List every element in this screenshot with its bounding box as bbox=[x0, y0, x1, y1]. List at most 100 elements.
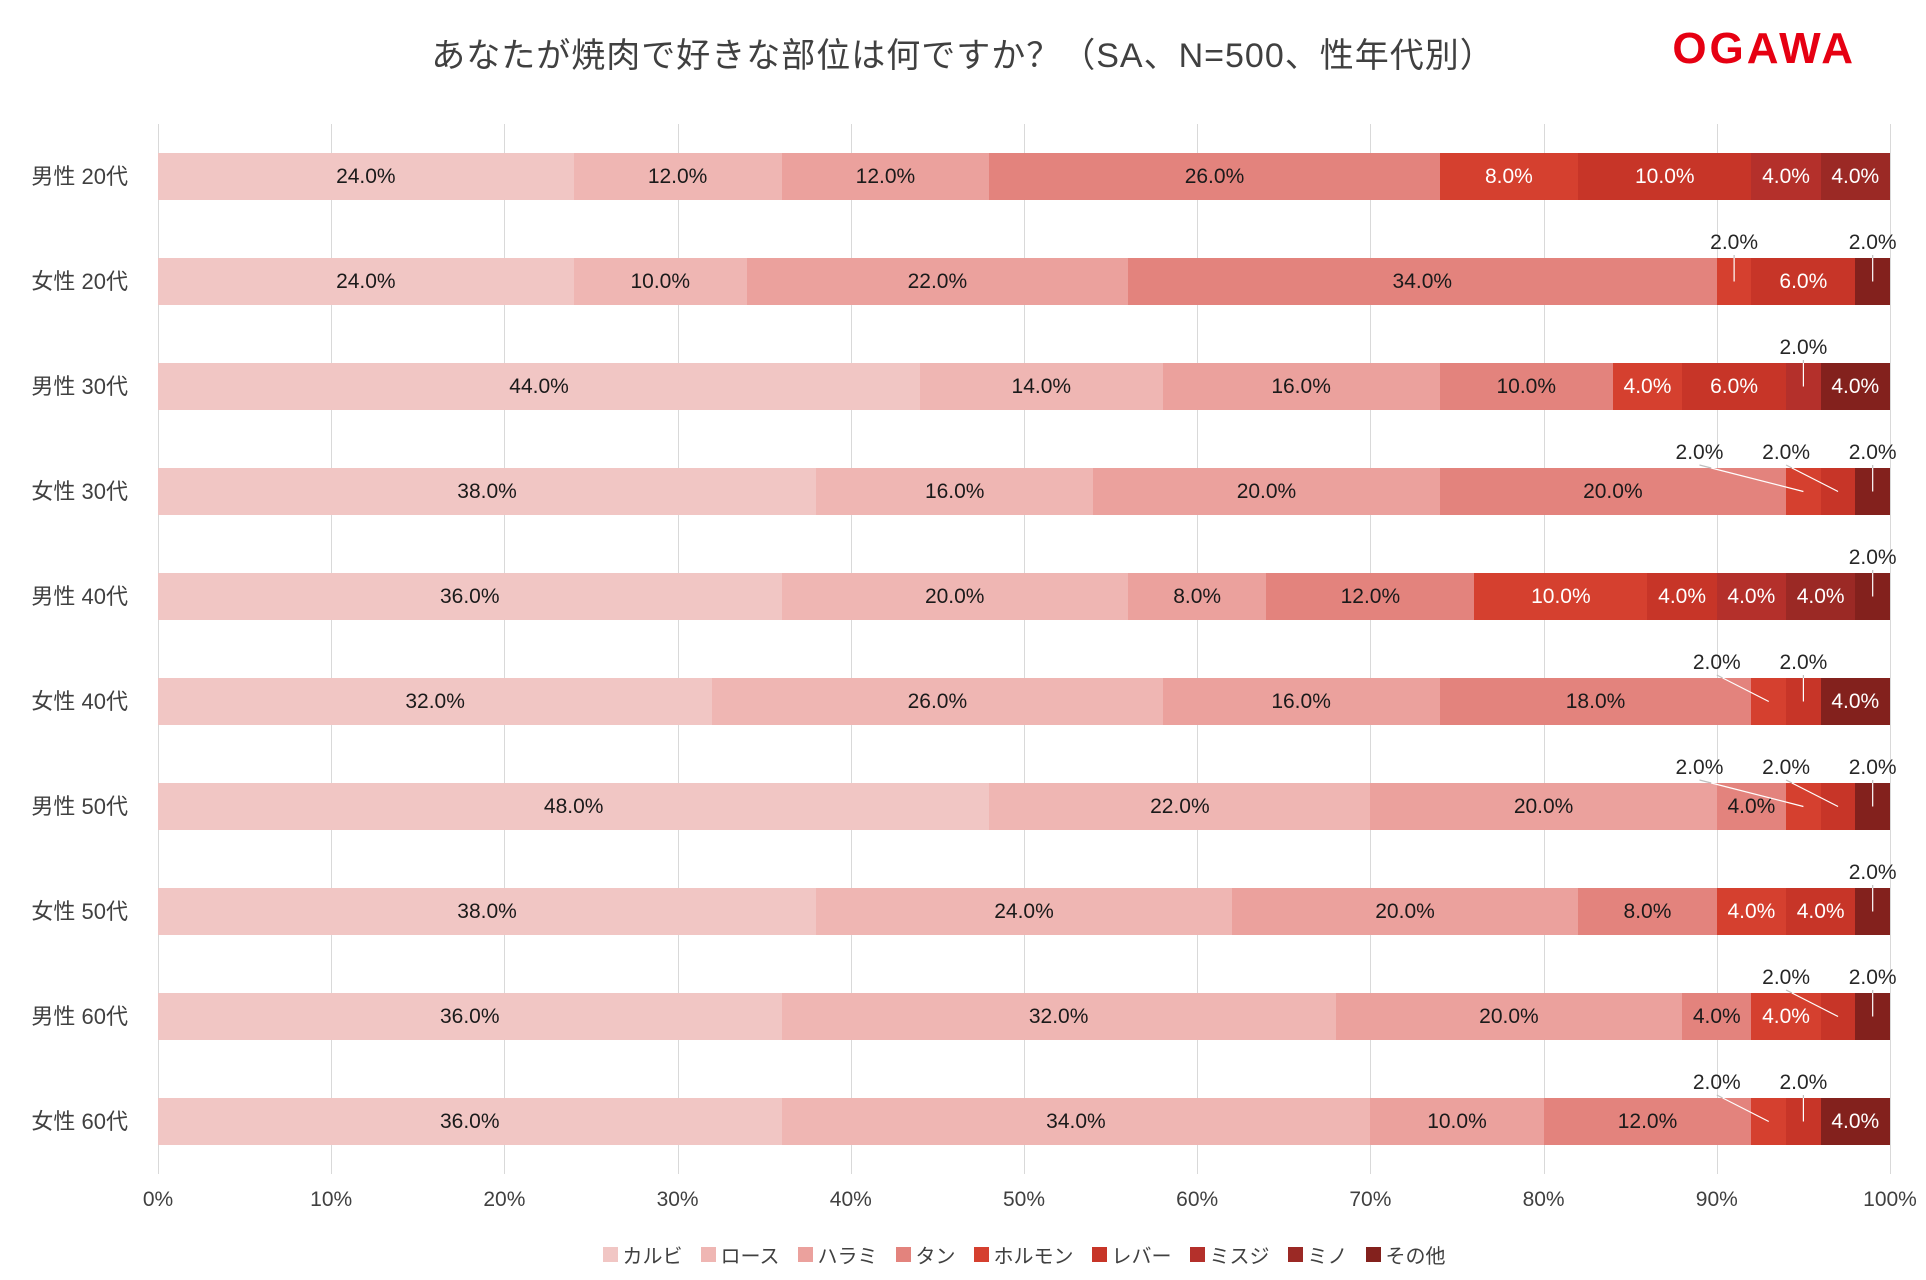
stacked-bar: 36.0% 32.0% 20.0% 4.0% 4.0% bbox=[158, 993, 1890, 1040]
bar-value-label: 4.0% bbox=[1831, 1109, 1880, 1133]
legend-label: レバー bbox=[1111, 1246, 1172, 1268]
callout-label: 2.0% bbox=[1848, 756, 1897, 779]
x-axis-tick-label: 60% bbox=[1176, 1188, 1219, 1211]
callout-label: 2.0% bbox=[1762, 441, 1811, 464]
bar-segment bbox=[1855, 468, 1890, 515]
bar-value-label: 12.0% bbox=[1340, 584, 1401, 608]
bar-value-label: 12.0% bbox=[855, 164, 916, 188]
bar-segment: 4.0% bbox=[1716, 888, 1787, 935]
bar-segment: 4.0% bbox=[1612, 363, 1683, 410]
category-label: 男性 30代 bbox=[31, 374, 128, 399]
gridline bbox=[1890, 124, 1891, 1174]
bar-segment bbox=[1855, 783, 1890, 830]
bar-segment: 4.0% bbox=[1786, 888, 1856, 935]
bar-segment: 44.0% bbox=[158, 363, 921, 410]
bar-segment: 20.0% bbox=[1439, 468, 1787, 515]
legend-swatch bbox=[1189, 1247, 1205, 1262]
x-axis-tick-label: 20% bbox=[483, 1188, 526, 1211]
chart-row: 男性 40代 36.0% 20.0% 8.0% 12.0% 10.0% 4.0% 4.0% 4.… bbox=[31, 544, 1897, 649]
legend-item: ミスジ bbox=[1189, 1240, 1270, 1269]
bar-segment: 12.0% bbox=[573, 153, 782, 200]
bar-value-label: 14.0% bbox=[1011, 374, 1072, 398]
bar-segment: 10.0% bbox=[1474, 573, 1648, 620]
chart-row: 女性 30代 38.0% 16.0% 20.0% 20.0% 2.0% 2.0% 2.0% bbox=[31, 439, 1897, 544]
gridline bbox=[1716, 124, 1718, 1174]
bar-segment: 36.0% bbox=[158, 1098, 782, 1145]
gridline bbox=[1543, 124, 1545, 1174]
x-axis-tick-label: 10% bbox=[310, 1188, 353, 1211]
bar-value-label: 20.0% bbox=[1236, 479, 1297, 503]
x-axis-tick-label: 100% bbox=[1863, 1188, 1917, 1211]
bar-value-label: 34.0% bbox=[1392, 269, 1453, 293]
bar-segment: 8.0% bbox=[1578, 888, 1717, 935]
bar-segment bbox=[1855, 993, 1890, 1040]
legend-swatch bbox=[895, 1247, 911, 1262]
legend-label: その他 bbox=[1385, 1246, 1446, 1268]
bar-segment: 26.0% bbox=[712, 678, 1163, 725]
legend-item: ミノ bbox=[1287, 1240, 1348, 1269]
gridline bbox=[850, 124, 852, 1174]
callout-label: 2.0% bbox=[1848, 861, 1897, 884]
legend-label: ミノ bbox=[1307, 1246, 1348, 1268]
bar-segment: 32.0% bbox=[781, 993, 1336, 1040]
category-label: 男性 50代 bbox=[31, 794, 128, 819]
bar-value-label: 24.0% bbox=[336, 164, 396, 188]
bar-value-label: 10.0% bbox=[1531, 584, 1591, 608]
chart-row: 男性 50代 48.0% 22.0% 20.0% 4.0% 2.0% 2.0% 2.0% bbox=[31, 754, 1897, 859]
bar-segment: 4.0% bbox=[1820, 153, 1890, 200]
bar-segment: 4.0% bbox=[1716, 573, 1786, 620]
bar-value-label: 24.0% bbox=[994, 899, 1054, 923]
x-axis-tick-label: 50% bbox=[1002, 1188, 1046, 1211]
bar-segment bbox=[1786, 363, 1821, 410]
bar-segment: 10.0% bbox=[1370, 1098, 1544, 1145]
bar-value-label: 4.0% bbox=[1727, 794, 1776, 818]
legend-swatch bbox=[1365, 1247, 1381, 1262]
category-label: 女性 20代 bbox=[31, 269, 128, 294]
legend-label: ロース bbox=[720, 1246, 780, 1268]
bar-value-label: 4.0% bbox=[1762, 164, 1810, 188]
bar-value-label: 20.0% bbox=[1375, 899, 1435, 923]
bar-value-label: 20.0% bbox=[1583, 479, 1643, 503]
chart-row: 男性 20代 24.0% 12.0% 12.0% 26.0% 8.0% 10.0% 4.0% 4… bbox=[31, 124, 1890, 229]
legend-item: カルビ bbox=[602, 1240, 683, 1269]
callout-label: 2.0% bbox=[1779, 336, 1828, 359]
legend-swatch bbox=[602, 1247, 618, 1262]
bar-segment bbox=[1820, 468, 1856, 515]
bar-segment: 4.0% bbox=[1751, 153, 1821, 200]
callout-label: 2.0% bbox=[1762, 756, 1811, 779]
bar-value-label: 26.0% bbox=[907, 689, 968, 713]
gridline bbox=[1197, 124, 1199, 1174]
gridline bbox=[677, 124, 679, 1174]
bar-value-label: 36.0% bbox=[439, 1004, 500, 1028]
bar-segment: 38.0% bbox=[158, 468, 817, 515]
bar-value-label: 20.0% bbox=[1513, 794, 1574, 818]
bar-segment bbox=[1786, 468, 1821, 515]
callout-label: 2.0% bbox=[1692, 651, 1741, 674]
callout-label: 2.0% bbox=[1675, 756, 1724, 779]
legend-item: その他 bbox=[1365, 1240, 1446, 1269]
bar-value-label: 10.0% bbox=[1496, 374, 1557, 398]
bar-segment: 10.0% bbox=[573, 258, 747, 305]
bar-value-label: 38.0% bbox=[457, 479, 517, 503]
chart-row: 女性 50代 38.0% 24.0% 20.0% 8.0% 4.0% 4.0% 2.0% bbox=[31, 859, 1897, 964]
chart-legend: カルビ ロース ハラミ タン ホルモン レバー ミスジ ミノ その他 bbox=[158, 1240, 1890, 1269]
bar-segment bbox=[1820, 783, 1856, 830]
bar-segment: 18.0% bbox=[1439, 678, 1752, 725]
bar-segment: 4.0% bbox=[1820, 1098, 1890, 1145]
legend-swatch bbox=[973, 1247, 989, 1262]
bar-value-label: 8.0% bbox=[1173, 584, 1222, 608]
bar-value-label: 26.0% bbox=[1184, 164, 1245, 188]
bar-segment: 20.0% bbox=[1370, 783, 1717, 830]
bar-segment bbox=[1786, 1098, 1821, 1145]
bar-segment: 20.0% bbox=[1335, 993, 1683, 1040]
bar-segment: 12.0% bbox=[781, 153, 990, 200]
bar-value-label: 4.0% bbox=[1831, 164, 1880, 188]
stacked-bar: 44.0% 14.0% 16.0% 10.0% 4.0% 6.0% 4.0% bbox=[158, 363, 1890, 410]
bar-segment: 24.0% bbox=[816, 888, 1232, 935]
bar-segment: 4.0% bbox=[1716, 783, 1787, 830]
stacked-bar: 38.0% 24.0% 20.0% 8.0% 4.0% 4.0% bbox=[158, 888, 1890, 935]
legend-swatch bbox=[797, 1247, 813, 1262]
bar-segment: 32.0% bbox=[158, 678, 713, 725]
bar-segment: 6.0% bbox=[1682, 363, 1787, 410]
